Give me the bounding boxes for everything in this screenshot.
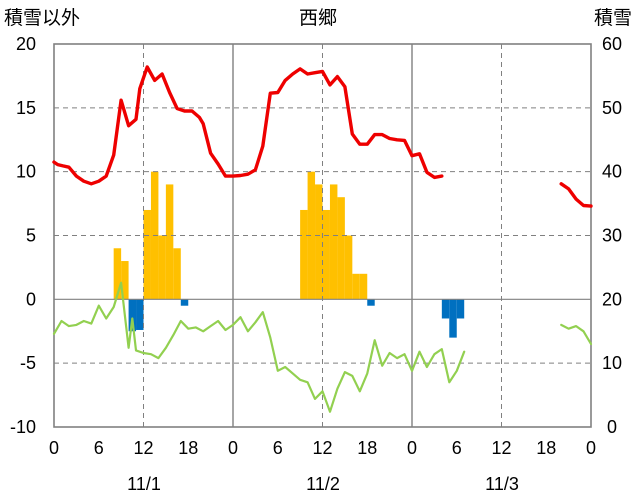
x-tick-label-2: 12	[133, 438, 153, 458]
lines-layer	[52, 65, 593, 413]
right-tick-label-5: 10	[602, 353, 622, 373]
x-tick-label-12: 0	[586, 438, 596, 458]
right-tick-label-3: 30	[602, 226, 622, 246]
snowfall-bar-5	[165, 184, 174, 300]
snowfall-bar-2	[143, 209, 151, 300]
snow-decrease-bar-4	[441, 299, 450, 319]
x-tick-label-7: 18	[357, 438, 377, 458]
snowfall-bar-9	[315, 184, 323, 300]
snowfall-bar-11	[329, 184, 338, 300]
snowfall-bar-15	[359, 273, 368, 300]
right-axis-label: 積雪	[594, 7, 632, 29]
snowfall-bar-1	[121, 261, 129, 300]
left-tick-label-5: -5	[20, 353, 36, 373]
x-tick-label-8: 0	[407, 438, 417, 458]
x-tick-label-9: 6	[452, 438, 462, 458]
snowfall-bar-10	[322, 209, 330, 300]
x-tick-label-3: 18	[178, 438, 198, 458]
snow-depth-line-2	[559, 182, 593, 208]
snow-decrease-bar-5	[449, 299, 457, 338]
snowfall-bar-4	[158, 235, 166, 300]
right-tick-label-1: 50	[602, 98, 622, 118]
snow-decrease-bar-3	[367, 299, 375, 306]
date-label-2: 11/2	[306, 474, 340, 494]
x-tick-label-5: 6	[273, 438, 283, 458]
snowfall-bar-6	[173, 248, 181, 300]
plot-frame	[53, 43, 592, 428]
snowfall-bar-13	[344, 235, 353, 300]
x-tick-label-11: 18	[536, 438, 556, 458]
left-tick-label-0: 20	[16, 34, 36, 54]
temperature-line-2	[560, 323, 593, 346]
snow-decrease-bar-2	[180, 299, 189, 306]
date-label-1: 11/1	[127, 474, 161, 494]
x-tick-label-1: 6	[94, 438, 104, 458]
right-tick-label-2: 40	[602, 162, 622, 182]
x-tick-label-10: 12	[491, 438, 511, 458]
right-tick-label-4: 20	[602, 289, 622, 309]
snowfall-bar-14	[352, 273, 360, 300]
snowfall-bar-8	[307, 171, 316, 300]
left-tick-label-2: 10	[16, 162, 36, 182]
left-axis-label: 積雪以外	[4, 7, 80, 29]
left-tick-label-4: 0	[26, 289, 36, 309]
x-tick-label-4: 0	[228, 438, 238, 458]
chart-title: 西郷	[299, 7, 337, 29]
date-label-3: 11/3	[485, 474, 519, 494]
snowfall-bar-7	[300, 209, 308, 300]
snowfall-bar-12	[337, 197, 345, 300]
left-tick-label-3: 5	[26, 226, 36, 246]
snowfall-bar-0	[113, 248, 122, 300]
left-tick-label-1: 15	[16, 98, 36, 118]
right-tick-label-6: 0	[607, 417, 617, 437]
snow-decrease-bar-1	[136, 299, 144, 330]
x-tick-label-0: 0	[49, 438, 59, 458]
grid-layer	[53, 43, 592, 428]
snow-depth-line	[52, 65, 444, 186]
x-tick-label-6: 12	[312, 438, 332, 458]
snow-decrease-bar-0	[128, 299, 137, 332]
temperature-line	[52, 281, 466, 413]
snow-decrease-bar-6	[456, 299, 465, 319]
left-tick-label-6: -10	[10, 417, 36, 437]
right-tick-label-0: 60	[602, 34, 622, 54]
